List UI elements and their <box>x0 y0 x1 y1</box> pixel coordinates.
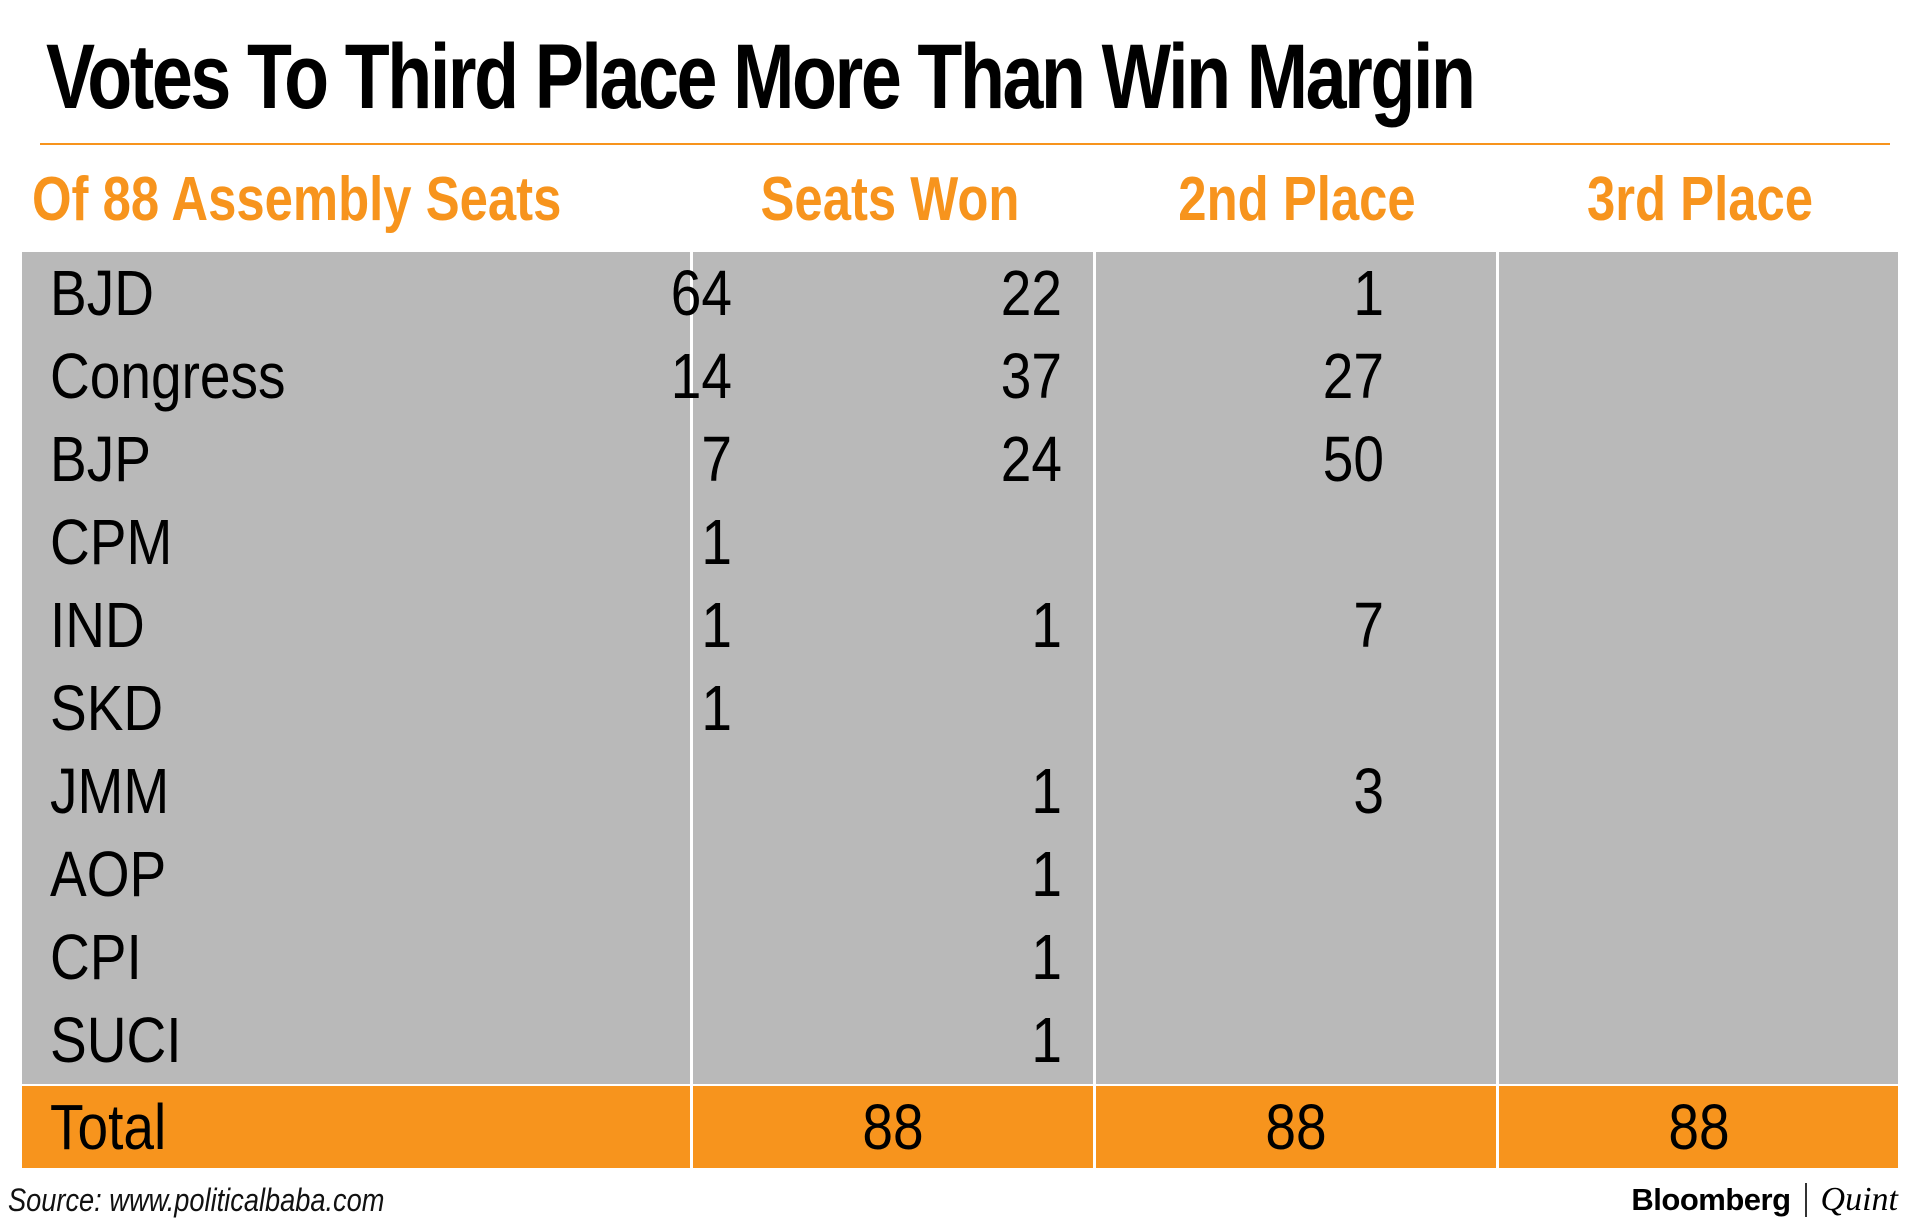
value-seats-won <box>474 999 732 1082</box>
party-label: BJD <box>50 257 154 329</box>
total-bg-party <box>22 1086 690 1168</box>
column-bg-3rd-place <box>1499 252 1898 1084</box>
value-2nd-place <box>804 501 1062 584</box>
total-3rd-place: 88 <box>1668 1091 1730 1163</box>
header-seats-won: Seats Won <box>760 165 1020 234</box>
table-row: BJP 7 24 50 <box>22 418 1898 501</box>
party-label: Congress <box>50 340 286 412</box>
value-seats-won: 1 <box>701 672 732 744</box>
total-2nd-place: 88 <box>1265 1091 1327 1163</box>
table-header: Of 88 Assembly Seats Seats Won 2nd Place… <box>0 150 1920 250</box>
value-3rd-place <box>1126 667 1384 750</box>
value-3rd-place: 7 <box>1353 589 1384 661</box>
results-table: BJD 64 22 1 Congress 14 37 27 BJP 7 24 50 CPM 1 IND 1 1 7… <box>22 252 1898 1168</box>
party-label: SUCI <box>50 1004 182 1076</box>
value-3rd-place <box>1126 501 1384 584</box>
value-seats-won: 1 <box>701 506 732 578</box>
value-2nd-place: 1 <box>1031 921 1062 993</box>
value-seats-won <box>474 916 732 999</box>
brand-separator <box>1804 1183 1807 1217</box>
total-row: Total 88 88 88 <box>22 1086 1898 1168</box>
source-note: Source: www.politicalbaba.com <box>8 1182 385 1218</box>
total-bg-2nd-place <box>1096 1086 1496 1168</box>
value-3rd-place: 3 <box>1353 755 1384 827</box>
value-3rd-place: 1 <box>1353 257 1384 329</box>
table-row: CPM 1 <box>22 501 1898 584</box>
header-3rd-place: 3rd Place <box>1586 165 1814 234</box>
party-label: SKD <box>50 672 164 744</box>
column-bg-2nd-place <box>1096 252 1496 1084</box>
table-row: BJD 64 22 1 <box>22 252 1898 335</box>
value-seats-won <box>474 833 732 916</box>
value-seats-won <box>474 750 732 833</box>
value-3rd-place <box>1126 833 1384 916</box>
table-row: CPI 1 <box>22 916 1898 999</box>
table-row: JMM 1 3 <box>22 750 1898 833</box>
table-row: Congress 14 37 27 <box>22 335 1898 418</box>
party-label: CPI <box>50 921 142 993</box>
party-label: BJP <box>50 423 151 495</box>
header-party: Of 88 Assembly Seats <box>32 165 562 234</box>
value-seats-won: 7 <box>701 423 732 495</box>
title-divider <box>40 143 1890 145</box>
total-label: Total <box>50 1091 167 1163</box>
value-2nd-place: 37 <box>1000 340 1062 412</box>
table-row: SUCI 1 <box>22 999 1898 1082</box>
value-2nd-place: 1 <box>1031 1004 1062 1076</box>
column-bg-seats-won <box>693 252 1093 1084</box>
party-label: IND <box>50 589 145 661</box>
total-bg-seats-won <box>693 1086 1093 1168</box>
total-seats-won: 88 <box>862 1091 924 1163</box>
value-2nd-place: 1 <box>1031 838 1062 910</box>
chart-title: Votes To Third Place More Than Win Margi… <box>46 26 1476 128</box>
table-row: AOP 1 <box>22 833 1898 916</box>
value-seats-won: 1 <box>701 589 732 661</box>
column-bg-party <box>22 252 690 1084</box>
party-label: JMM <box>50 755 170 827</box>
brand-logo: Bloomberg Quint <box>1631 1180 1898 1220</box>
value-seats-won: 14 <box>670 340 732 412</box>
header-2nd-place: 2nd Place <box>1178 165 1416 234</box>
party-label: AOP <box>50 838 167 910</box>
value-2nd-place: 1 <box>1031 589 1062 661</box>
party-label: CPM <box>50 506 173 578</box>
value-3rd-place: 27 <box>1322 340 1384 412</box>
value-3rd-place: 50 <box>1322 423 1384 495</box>
value-3rd-place <box>1126 999 1384 1082</box>
total-bg-3rd-place <box>1499 1086 1898 1168</box>
value-2nd-place <box>804 667 1062 750</box>
brand-suffix: Quint <box>1820 1181 1898 1218</box>
value-2nd-place: 22 <box>1000 257 1062 329</box>
table-row: IND 1 1 7 <box>22 584 1898 667</box>
value-seats-won: 64 <box>670 257 732 329</box>
value-2nd-place: 1 <box>1031 755 1062 827</box>
value-3rd-place <box>1126 916 1384 999</box>
brand-name: Bloomberg <box>1631 1182 1791 1217</box>
table-row: SKD 1 <box>22 667 1898 750</box>
value-2nd-place: 24 <box>1000 423 1062 495</box>
